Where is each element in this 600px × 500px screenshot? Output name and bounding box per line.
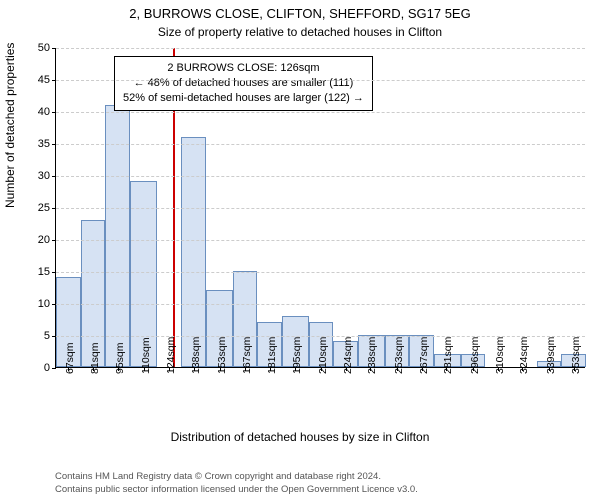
y-tick-mark [52, 240, 56, 241]
chart-subtitle: Size of property relative to detached ho… [0, 25, 600, 41]
footer-attribution: Contains HM Land Registry data © Crown c… [55, 471, 585, 496]
grid-line [56, 208, 585, 209]
x-tick-label: 81sqm [89, 342, 101, 374]
x-tick-label: 95sqm [114, 342, 126, 374]
x-tick-label: 339sqm [545, 337, 557, 374]
x-tick-label: 67sqm [64, 342, 76, 374]
grid-line [56, 176, 585, 177]
x-tick-label: 138sqm [190, 337, 202, 374]
grid-line [56, 304, 585, 305]
x-tick-label: 296sqm [469, 337, 481, 374]
grid-line [56, 144, 585, 145]
x-tick-label: 253sqm [393, 337, 405, 374]
x-tick-label: 181sqm [266, 337, 278, 374]
x-tick-label: 267sqm [418, 337, 430, 374]
y-tick-mark [52, 368, 56, 369]
y-tick-mark [52, 336, 56, 337]
x-tick-label: 210sqm [317, 337, 329, 374]
chart-titles: 2, BURROWS CLOSE, CLIFTON, SHEFFORD, SG1… [0, 0, 600, 40]
y-tick-mark [52, 272, 56, 273]
histogram-bar [181, 137, 206, 367]
grid-line [56, 240, 585, 241]
y-tick-mark [52, 48, 56, 49]
x-tick-label: 167sqm [241, 337, 253, 374]
plot-inner: 2 BURROWS CLOSE: 126sqm ← 48% of detache… [55, 48, 585, 368]
x-tick-label: 324sqm [518, 337, 530, 374]
x-tick-label: 238sqm [366, 337, 378, 374]
x-tick-label: 310sqm [494, 337, 506, 374]
chart-container: 2, BURROWS CLOSE, CLIFTON, SHEFFORD, SG1… [0, 0, 600, 500]
plot-area: 2 BURROWS CLOSE: 126sqm ← 48% of detache… [55, 48, 585, 368]
x-tick-label: 353sqm [570, 337, 582, 374]
y-tick-mark [52, 176, 56, 177]
x-tick-label: 110sqm [140, 337, 152, 374]
x-tick-label: 281sqm [442, 337, 454, 374]
grid-line [56, 80, 585, 81]
footer-line: Contains public sector information licen… [55, 484, 585, 496]
y-tick-mark [52, 80, 56, 81]
x-tick-label: 153sqm [216, 337, 228, 374]
annotation-line: 52% of semi-detached houses are larger (… [123, 91, 364, 106]
grid-line [56, 272, 585, 273]
y-axis-label: Number of detached properties [3, 43, 17, 208]
y-tick-mark [52, 208, 56, 209]
annotation-box: 2 BURROWS CLOSE: 126sqm ← 48% of detache… [114, 56, 373, 111]
x-tick-label: 195sqm [291, 337, 303, 374]
footer-line: Contains HM Land Registry data © Crown c… [55, 471, 585, 483]
annotation-line: ← 48% of detached houses are smaller (11… [123, 76, 364, 91]
grid-line [56, 112, 585, 113]
y-tick-mark [52, 304, 56, 305]
x-tick-label: 224sqm [342, 337, 354, 374]
annotation-line: 2 BURROWS CLOSE: 126sqm [123, 61, 364, 76]
grid-line [56, 48, 585, 49]
y-tick-mark [52, 144, 56, 145]
x-tick-label: 124sqm [165, 337, 177, 374]
chart-title: 2, BURROWS CLOSE, CLIFTON, SHEFFORD, SG1… [0, 6, 600, 23]
y-tick-mark [52, 112, 56, 113]
x-axis-label: Distribution of detached houses by size … [0, 430, 600, 444]
